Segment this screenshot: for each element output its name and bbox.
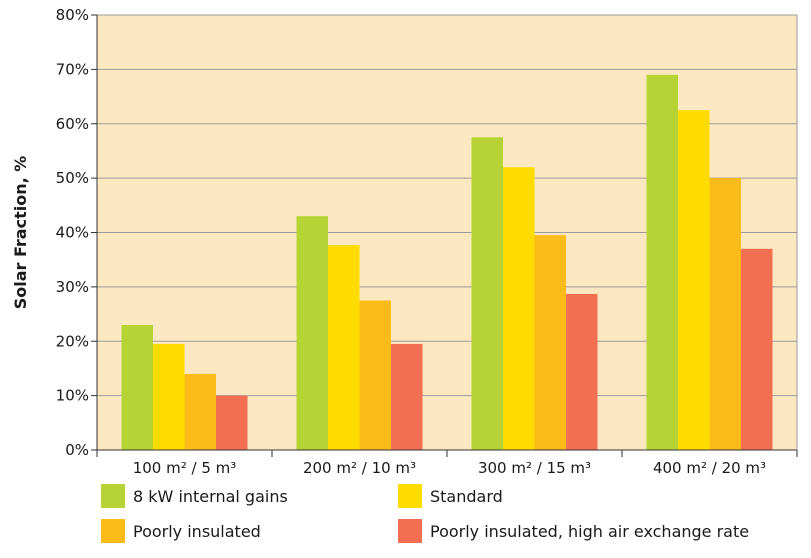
x-tick-label: 400 m² / 20 m³: [653, 459, 766, 477]
bar: [391, 343, 423, 450]
bar: [646, 74, 678, 450]
bar: [184, 373, 216, 450]
bar: [503, 167, 535, 450]
y-tick-label: 40%: [56, 224, 89, 242]
y-tick-labels: 0% 10% 20% 30% 40% 50% 60% 70% 80%: [56, 6, 89, 459]
x-tick-label: 100 m² / 5 m³: [133, 459, 237, 477]
y-tick-label: 30%: [56, 278, 89, 296]
y-tick-label: 20%: [56, 332, 89, 350]
y-tick-label: 80%: [56, 6, 89, 24]
bar: [328, 245, 360, 450]
bar: [709, 178, 741, 450]
x-tick-label: 300 m² / 15 m³: [478, 459, 591, 477]
bar: [741, 248, 773, 450]
bar: [359, 300, 391, 450]
bar: [296, 216, 328, 450]
axes: [91, 14, 798, 457]
bar: [471, 137, 503, 450]
y-axis-label: Solar Fraction, %: [11, 156, 30, 310]
bar: [121, 324, 153, 450]
x-tick-labels: 100 m² / 5 m³ 200 m² / 10 m³ 300 m² / 15 m…: [133, 459, 766, 477]
bar: [216, 395, 248, 450]
y-tick-label: 70%: [56, 60, 89, 78]
y-tick-label: 10%: [56, 387, 89, 405]
bar: [678, 110, 710, 450]
bar: [534, 235, 566, 450]
y-tick-label: 0%: [65, 441, 89, 459]
y-tick-label: 60%: [56, 115, 89, 133]
bar: [566, 293, 598, 450]
y-tick-label: 50%: [56, 169, 89, 187]
bars: [121, 74, 773, 450]
bar: [153, 343, 185, 450]
x-tick-label: 200 m² / 10 m³: [303, 459, 416, 477]
